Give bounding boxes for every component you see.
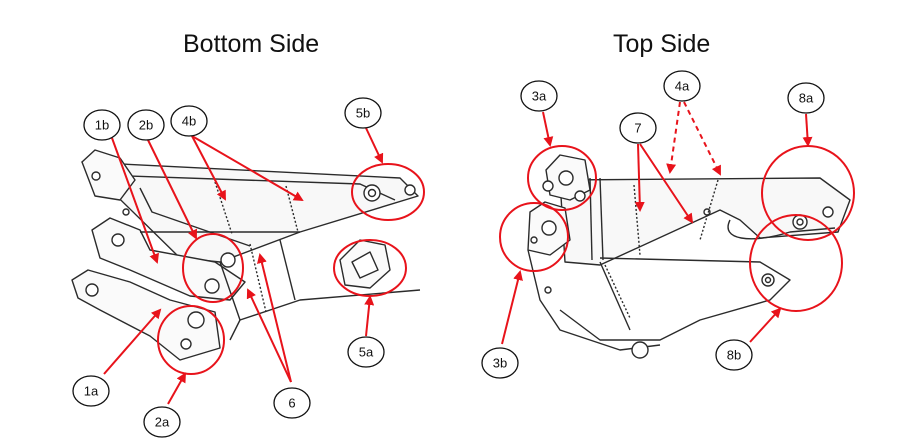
arrow-3b: [501, 270, 523, 345]
callout-2b-text: 2b: [139, 118, 153, 133]
ring-8b: [749, 214, 843, 312]
callout-3b: 3b: [481, 347, 519, 379]
arrows: [103, 101, 813, 405]
arrow-7-b: [639, 143, 694, 224]
arrow-4b-b: [191, 135, 304, 202]
arrow-1b: [111, 137, 159, 264]
arrow-6-b: [257, 253, 292, 383]
callout-8b: 8b: [715, 339, 753, 371]
callout-labels: 1b 2b 4b 5b 5a 1a 2a 6 3a 3b 4a 7 8a 8b: [72, 70, 825, 438]
callout-4a-text: 4a: [675, 79, 690, 94]
ring-2b: [182, 233, 244, 303]
callout-2b: 2b: [127, 109, 165, 141]
callout-7-text: 7: [634, 121, 641, 136]
ring-3b: [499, 202, 569, 272]
callout-8b-text: 8b: [727, 348, 741, 363]
callout-2a-text: 2a: [155, 415, 170, 430]
arrow-5a: [364, 295, 375, 337]
arrow-8a: [802, 113, 813, 147]
callout-2a: 2a: [143, 406, 181, 438]
callout-8a-text: 8a: [799, 91, 814, 106]
ring-3a: [527, 145, 597, 211]
top-side-drawing: [527, 154, 851, 359]
arrow-4a-a: [666, 101, 681, 174]
callout-1b: 1b: [83, 109, 121, 141]
ring-2a: [157, 305, 225, 375]
callout-4b: 4b: [170, 105, 208, 137]
callout-7: 7: [619, 112, 657, 144]
callout-1a: 1a: [72, 375, 110, 407]
callout-4b-text: 4b: [182, 114, 196, 129]
callout-8a: 8a: [787, 82, 825, 114]
callout-5b: 5b: [344, 97, 382, 129]
arrow-3a: [542, 111, 554, 147]
callout-6: 6: [273, 387, 311, 419]
arrow-5b: [365, 127, 384, 164]
callout-1a-text: 1a: [84, 384, 99, 399]
arrow-8b: [749, 307, 782, 343]
callout-6-text: 6: [288, 396, 295, 411]
callout-5a-text: 5a: [359, 345, 374, 360]
arrow-2a: [167, 372, 186, 405]
arrow-7-a: [634, 143, 645, 212]
arrow-1a: [103, 308, 162, 375]
callout-3a: 3a: [520, 80, 558, 112]
arrow-4b-a: [191, 135, 226, 201]
callout-3b-text: 3b: [493, 356, 507, 371]
ring-5b: [351, 163, 425, 221]
callout-5a: 5a: [347, 336, 385, 368]
bottom-side-title: Bottom Side: [183, 30, 320, 58]
callout-3a-text: 3a: [532, 89, 547, 104]
callout-5b-text: 5b: [356, 106, 370, 121]
callout-4a: 4a: [663, 70, 701, 102]
arrow-2b: [147, 139, 197, 240]
arrow-6-a: [246, 288, 292, 383]
arrow-4a-b: [683, 101, 721, 176]
bottom-side-drawing: [71, 149, 421, 361]
top-side-title: Top Side: [613, 30, 711, 58]
callout-1b-text: 1b: [95, 118, 109, 133]
